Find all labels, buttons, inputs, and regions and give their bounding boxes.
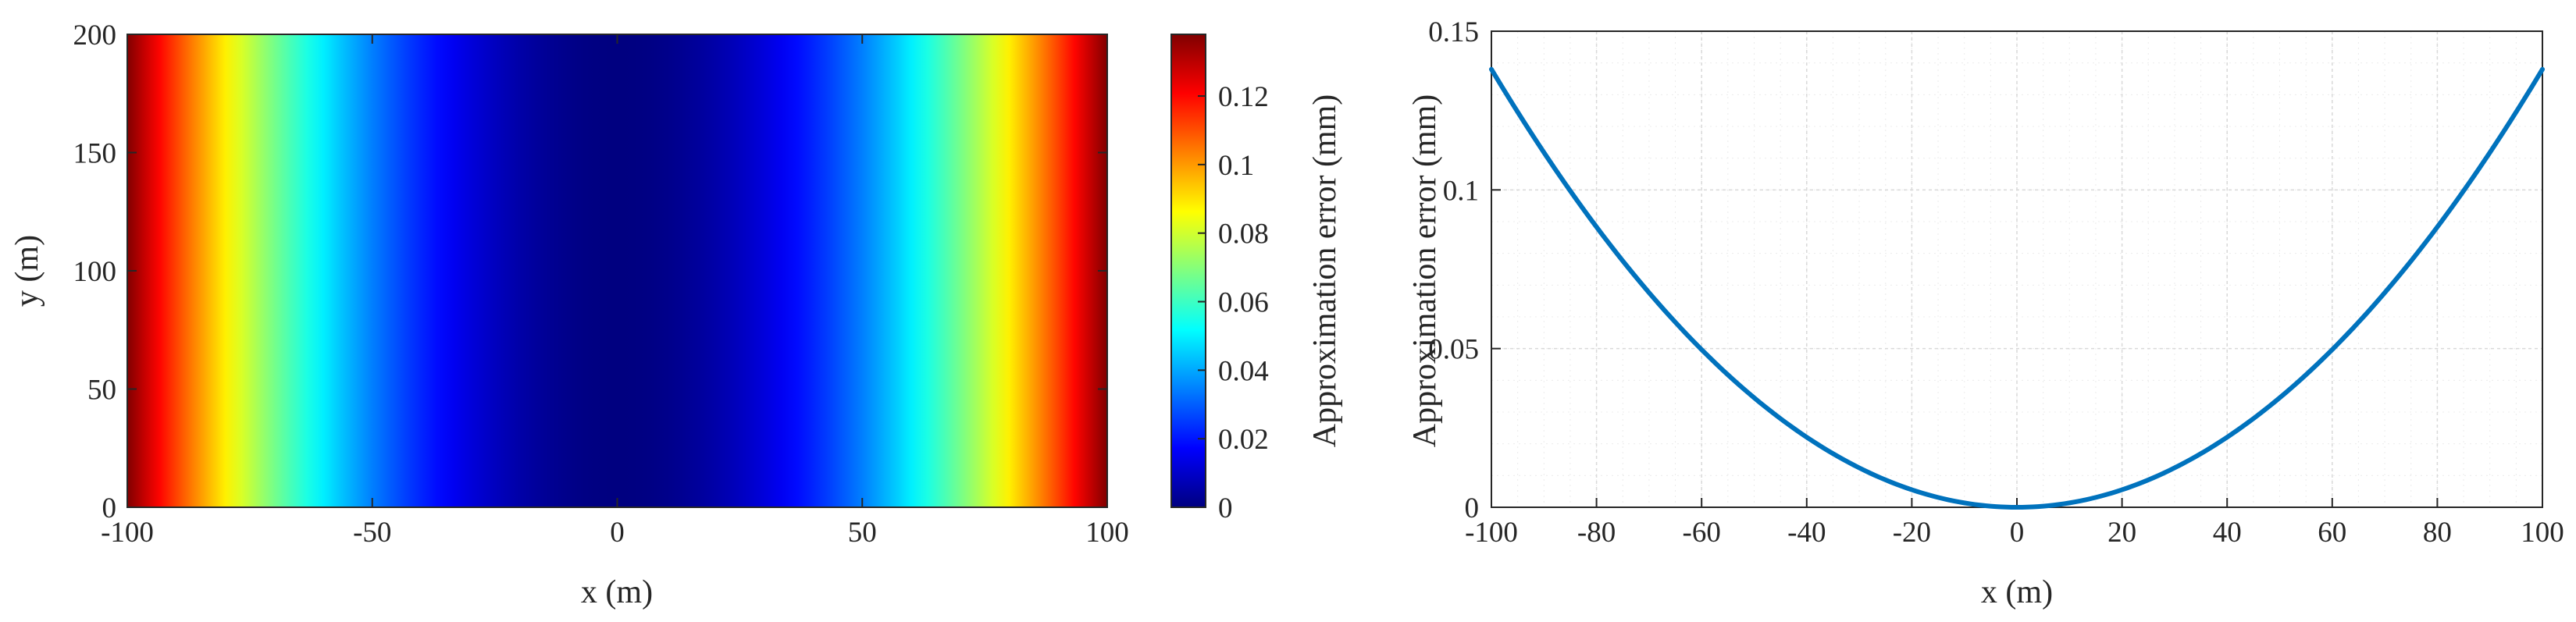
line-x-tick-label: 80 bbox=[2423, 517, 2452, 549]
heatmap-y-tick-label: 200 bbox=[73, 20, 117, 52]
heatmap-panel: -100 -50 0 50 100 0 50 100 150 200 x (m) y (m) bbox=[9, 20, 1129, 610]
line-x-ticks: -100 -80 -60 -40 -20 0 20 40 60 80 100 bbox=[1465, 498, 2564, 549]
colorbar: 0 0.02 0.04 0.06 0.08 0.1 0.12 Approximation e… bbox=[1170, 34, 1343, 524]
heatmap-x-tick-label: -50 bbox=[353, 517, 391, 549]
line-y-tick-label: 0 bbox=[1465, 492, 1480, 524]
line-x-tick-label: 0 bbox=[2010, 517, 2025, 549]
colorbar-tick-label: 0.06 bbox=[1218, 287, 1269, 319]
line-x-tick-label: -40 bbox=[1787, 517, 1826, 549]
heatmap-field bbox=[127, 34, 1107, 507]
line-y-ticks: 0 0.05 0.1 0.15 bbox=[1428, 16, 1501, 524]
heatmap-y-axis-title: y (m) bbox=[9, 235, 45, 307]
heatmap-x-tick-label: 50 bbox=[848, 517, 877, 549]
colorbar-label: Approximation error (mm) bbox=[1307, 94, 1343, 448]
colorbar-tick-label: 0.12 bbox=[1218, 81, 1269, 113]
line-x-tick-label: -100 bbox=[1465, 517, 1518, 549]
line-y-tick-label: 0.1 bbox=[1443, 175, 1479, 207]
colorbar-tick-label: 0.08 bbox=[1218, 219, 1269, 251]
colorbar-tick-label: 0 bbox=[1218, 492, 1233, 524]
line-y-axis-title: Approximation error (mm) bbox=[1407, 94, 1443, 448]
line-x-axis-title: x (m) bbox=[1981, 574, 2053, 610]
line-y-tick-label: 0.15 bbox=[1428, 16, 1479, 48]
line-panel: -100 -80 -60 -40 -20 0 20 40 60 80 100 0 0.05 0.1 0.1… bbox=[1407, 16, 2564, 610]
line-x-tick-label: 40 bbox=[2213, 517, 2242, 549]
heatmap-x-tick-label: -100 bbox=[101, 517, 154, 549]
line-y-tick-label: 0.05 bbox=[1428, 334, 1479, 366]
colorbar-tick-label: 0.04 bbox=[1218, 355, 1269, 387]
heatmap-x-tick-label: 100 bbox=[1085, 517, 1129, 549]
heatmap-y-tick-label: 0 bbox=[102, 492, 117, 524]
heatmap-x-ticks: -100 -50 0 50 100 bbox=[101, 34, 1129, 549]
heatmap-y-tick-label: 100 bbox=[73, 256, 117, 288]
line-x-tick-label: -60 bbox=[1683, 517, 1721, 549]
line-x-tick-label: 60 bbox=[2318, 517, 2346, 549]
heatmap-x-tick-label: 0 bbox=[610, 517, 625, 549]
heatmap-x-axis-title: x (m) bbox=[581, 574, 653, 610]
line-x-tick-label: 20 bbox=[2107, 517, 2136, 549]
colorbar-tick-label: 0.1 bbox=[1218, 150, 1254, 182]
colorbar-frame bbox=[1170, 34, 1206, 508]
line-x-tick-label: -80 bbox=[1577, 517, 1616, 549]
heatmap-y-ticks: 0 50 100 150 200 bbox=[73, 20, 1107, 524]
line-grid bbox=[1491, 30, 2543, 508]
colorbar-gradient bbox=[1171, 34, 1206, 507]
colorbar-tick-label: 0.02 bbox=[1218, 424, 1269, 456]
heatmap-y-tick-label: 150 bbox=[73, 138, 117, 170]
line-x-tick-label: 100 bbox=[2521, 517, 2564, 549]
colorbar-ticks: 0 0.02 0.04 0.06 0.08 0.1 0.12 bbox=[1198, 81, 1269, 524]
heatmap-y-tick-label: 50 bbox=[87, 375, 116, 407]
line-x-tick-label: -20 bbox=[1893, 517, 1931, 549]
error-curve bbox=[1489, 66, 2545, 510]
